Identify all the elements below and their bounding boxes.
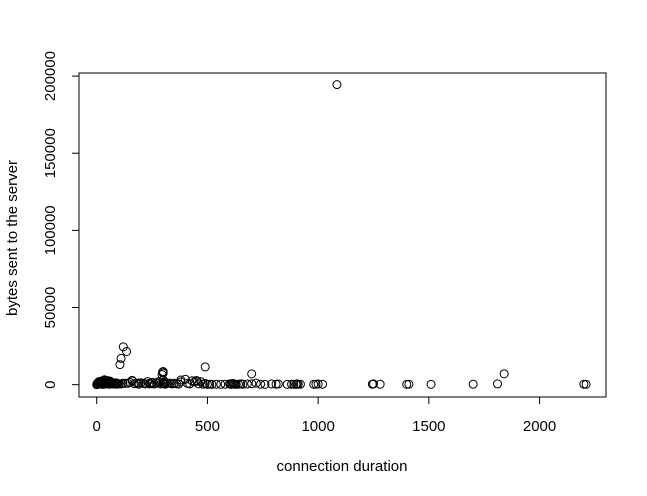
x-axis-label: connection duration	[277, 458, 408, 475]
data-point	[256, 379, 266, 389]
data-point	[493, 379, 502, 389]
data-point	[332, 80, 342, 90]
data-point	[98, 376, 108, 386]
y-axis: 0 50000 100000 150000 200000	[42, 51, 80, 389]
data-point	[158, 379, 168, 389]
data-point	[313, 379, 323, 389]
data-point	[176, 377, 186, 387]
data-point	[122, 346, 132, 356]
x-tick-label: 500	[195, 418, 220, 435]
data-point	[260, 379, 270, 389]
data-point	[105, 376, 115, 386]
data-point	[118, 378, 128, 388]
data-point	[207, 379, 217, 389]
y-tick-label: 50000	[42, 287, 59, 329]
x-tick-label: 1000	[301, 418, 334, 435]
data-point	[116, 353, 126, 363]
data-point	[273, 379, 283, 389]
points-layer	[92, 80, 591, 390]
data-point	[145, 379, 155, 389]
data-point	[375, 379, 385, 389]
x-tick-label: 2000	[523, 418, 556, 435]
data-point	[134, 378, 144, 388]
y-tick-label: 200000	[42, 51, 59, 101]
data-point	[158, 375, 168, 385]
data-point	[251, 378, 261, 388]
data-point	[267, 379, 277, 389]
x-tick-label: 1500	[412, 418, 445, 435]
x-tick-label: 0	[93, 418, 101, 435]
data-point	[189, 377, 199, 387]
data-point	[295, 379, 305, 389]
y-tick-label: 100000	[42, 205, 59, 255]
data-point	[200, 378, 210, 388]
data-point	[99, 375, 109, 385]
data-point	[238, 379, 248, 389]
y-tick-label: 150000	[42, 128, 59, 178]
data-point	[149, 379, 159, 389]
data-point	[108, 379, 118, 389]
data-point	[200, 362, 210, 372]
data-point	[140, 379, 150, 389]
y-axis-label: bytes sent to the server	[4, 160, 21, 316]
data-point	[115, 360, 125, 370]
data-point	[143, 377, 153, 387]
data-point	[581, 379, 591, 389]
data-point	[216, 379, 226, 389]
data-point	[247, 369, 257, 379]
data-point	[242, 379, 252, 389]
plot-box	[78, 72, 607, 398]
data-point	[211, 379, 221, 389]
data-point	[499, 369, 509, 379]
data-point	[404, 379, 414, 389]
data-point	[293, 379, 303, 389]
data-point	[169, 379, 179, 389]
data-point	[160, 377, 170, 387]
data-point	[468, 379, 478, 389]
y-tick-label: 0	[42, 380, 59, 388]
data-point	[426, 379, 436, 389]
data-point	[318, 379, 328, 389]
data-point	[118, 342, 128, 352]
data-point	[369, 379, 378, 389]
data-point	[123, 378, 133, 388]
data-point	[147, 377, 157, 387]
data-point	[154, 377, 164, 387]
data-point	[247, 379, 257, 389]
x-axis: 0 500 1000 1500 2000	[93, 396, 556, 435]
data-point	[107, 378, 117, 388]
data-point	[282, 379, 292, 389]
data-point	[287, 379, 297, 389]
